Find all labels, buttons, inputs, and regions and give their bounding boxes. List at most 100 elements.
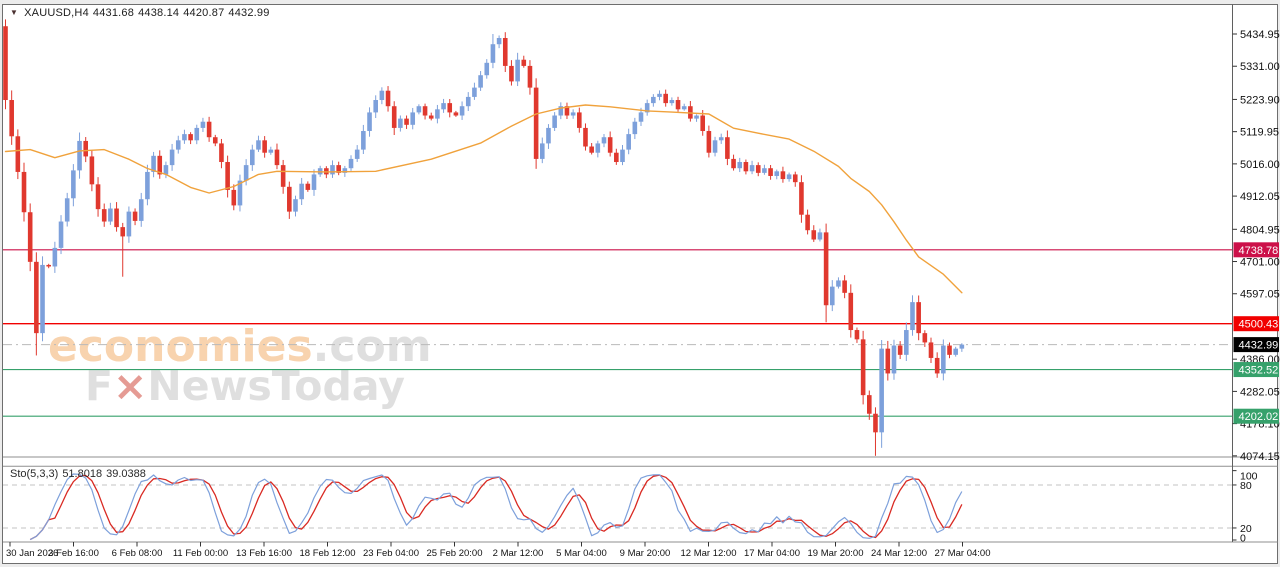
candle-body — [663, 93, 668, 104]
candle-body — [589, 146, 594, 153]
candle-body — [243, 165, 249, 181]
candle-body — [768, 168, 773, 176]
price-tick-label: 5434.95 — [1240, 29, 1280, 41]
price-label-text: 4352.52 — [1239, 365, 1279, 377]
symbol-dropdown-icon[interactable]: ▼ — [10, 8, 19, 17]
time-tick-label: 13 Feb 16:00 — [236, 548, 292, 559]
price-tick-label: 4282.05 — [1240, 386, 1280, 398]
candle-body — [435, 109, 440, 119]
candle-body — [293, 199, 298, 212]
candle-body — [564, 106, 570, 116]
candle-body — [916, 302, 921, 334]
candle-body — [478, 75, 483, 88]
price-label-text: 4738.78 — [1239, 245, 1279, 257]
candle-body — [595, 143, 601, 153]
price-tick-label: 5119.95 — [1240, 127, 1279, 139]
candle-body — [860, 339, 866, 396]
candle-body — [780, 171, 786, 180]
candle-body — [169, 149, 175, 166]
time-tick-label: 17 Mar 04:00 — [744, 548, 800, 559]
symbol-ohlc-readout: ▼ XAUUSD,H4 4431.68 4438.14 4420.87 4432.99 — [10, 7, 274, 19]
candle-body — [15, 136, 21, 172]
candle-body — [854, 330, 860, 340]
candle-body — [583, 127, 588, 147]
candle-body — [472, 87, 477, 97]
watermark-brand: economies.com — [48, 321, 432, 372]
price-tick-label: 5016.00 — [1240, 159, 1280, 171]
candle-body — [428, 115, 434, 119]
candle-body — [132, 211, 138, 221]
candle-body — [175, 140, 181, 150]
candle-body — [453, 112, 459, 116]
candle-body — [953, 348, 958, 355]
candle-body — [354, 149, 360, 159]
candle-body — [348, 158, 354, 169]
price-tick-label: 5223.90 — [1240, 94, 1280, 106]
candle-body — [922, 333, 928, 343]
candle-body — [459, 106, 465, 116]
candle-body — [731, 158, 736, 169]
candle-body — [527, 65, 533, 88]
candle-body — [262, 140, 267, 153]
candle-body — [404, 118, 409, 125]
candle-body — [385, 90, 391, 107]
candle-body — [182, 134, 187, 141]
candle-body — [225, 162, 230, 190]
time-tick-label: 25 Feb 20:00 — [427, 548, 483, 559]
stochastic-signal-value: 39.0388 — [106, 468, 146, 480]
candle-body — [879, 348, 884, 433]
price-tick-label: 4804.95 — [1240, 224, 1280, 236]
candle-body — [533, 87, 539, 159]
candle-body — [95, 184, 101, 210]
price-label-text: 4500.43 — [1239, 319, 1279, 331]
candle-body — [836, 280, 841, 287]
candle-body — [904, 330, 909, 355]
candle-body — [27, 212, 33, 262]
stochastic-tick-label: 80 — [1240, 480, 1252, 492]
candle-body — [237, 180, 243, 206]
candle-body — [391, 106, 397, 128]
close-value: 4432.99 — [228, 7, 270, 19]
candle-body — [867, 395, 872, 414]
candle-body — [490, 44, 496, 63]
price-axis[interactable]: 5434.95 5331.00 5223.90 5119.95 5016.00 4912.… — [1232, 29, 1280, 463]
candle-body — [651, 96, 656, 104]
candle-body — [108, 208, 113, 222]
candle-body — [718, 137, 724, 141]
candle-body — [614, 152, 619, 163]
candle-body — [657, 93, 662, 97]
candle-body — [250, 149, 255, 166]
candle-body — [422, 106, 428, 116]
candle-body — [287, 186, 292, 212]
candle-body — [9, 100, 14, 137]
candle-body — [89, 156, 95, 185]
low-value: 4420.87 — [183, 7, 225, 19]
candle-body — [373, 100, 378, 113]
candle-body — [823, 232, 829, 306]
candle-body — [410, 112, 416, 125]
candle-body — [792, 174, 798, 183]
candle-body — [620, 149, 625, 163]
candle-body — [694, 115, 699, 119]
candle-body — [626, 134, 631, 150]
time-tick-label: 24 Mar 12:00 — [871, 548, 927, 559]
candle-body — [361, 131, 366, 150]
candle-body — [342, 168, 348, 173]
candle-body — [496, 38, 502, 45]
time-tick-label: 6 Feb 08:00 — [112, 548, 163, 559]
candle-body — [206, 121, 212, 138]
candle-body — [786, 174, 792, 180]
price-label-badge — [1233, 362, 1279, 378]
candle-body — [799, 182, 804, 215]
time-tick-label: 11 Feb 00:00 — [173, 548, 228, 559]
price-label-text: 4202.02 — [1239, 411, 1279, 423]
candle-body — [848, 292, 854, 331]
candle-body — [891, 345, 897, 374]
candle-body — [546, 127, 551, 144]
candle-body — [71, 170, 76, 199]
